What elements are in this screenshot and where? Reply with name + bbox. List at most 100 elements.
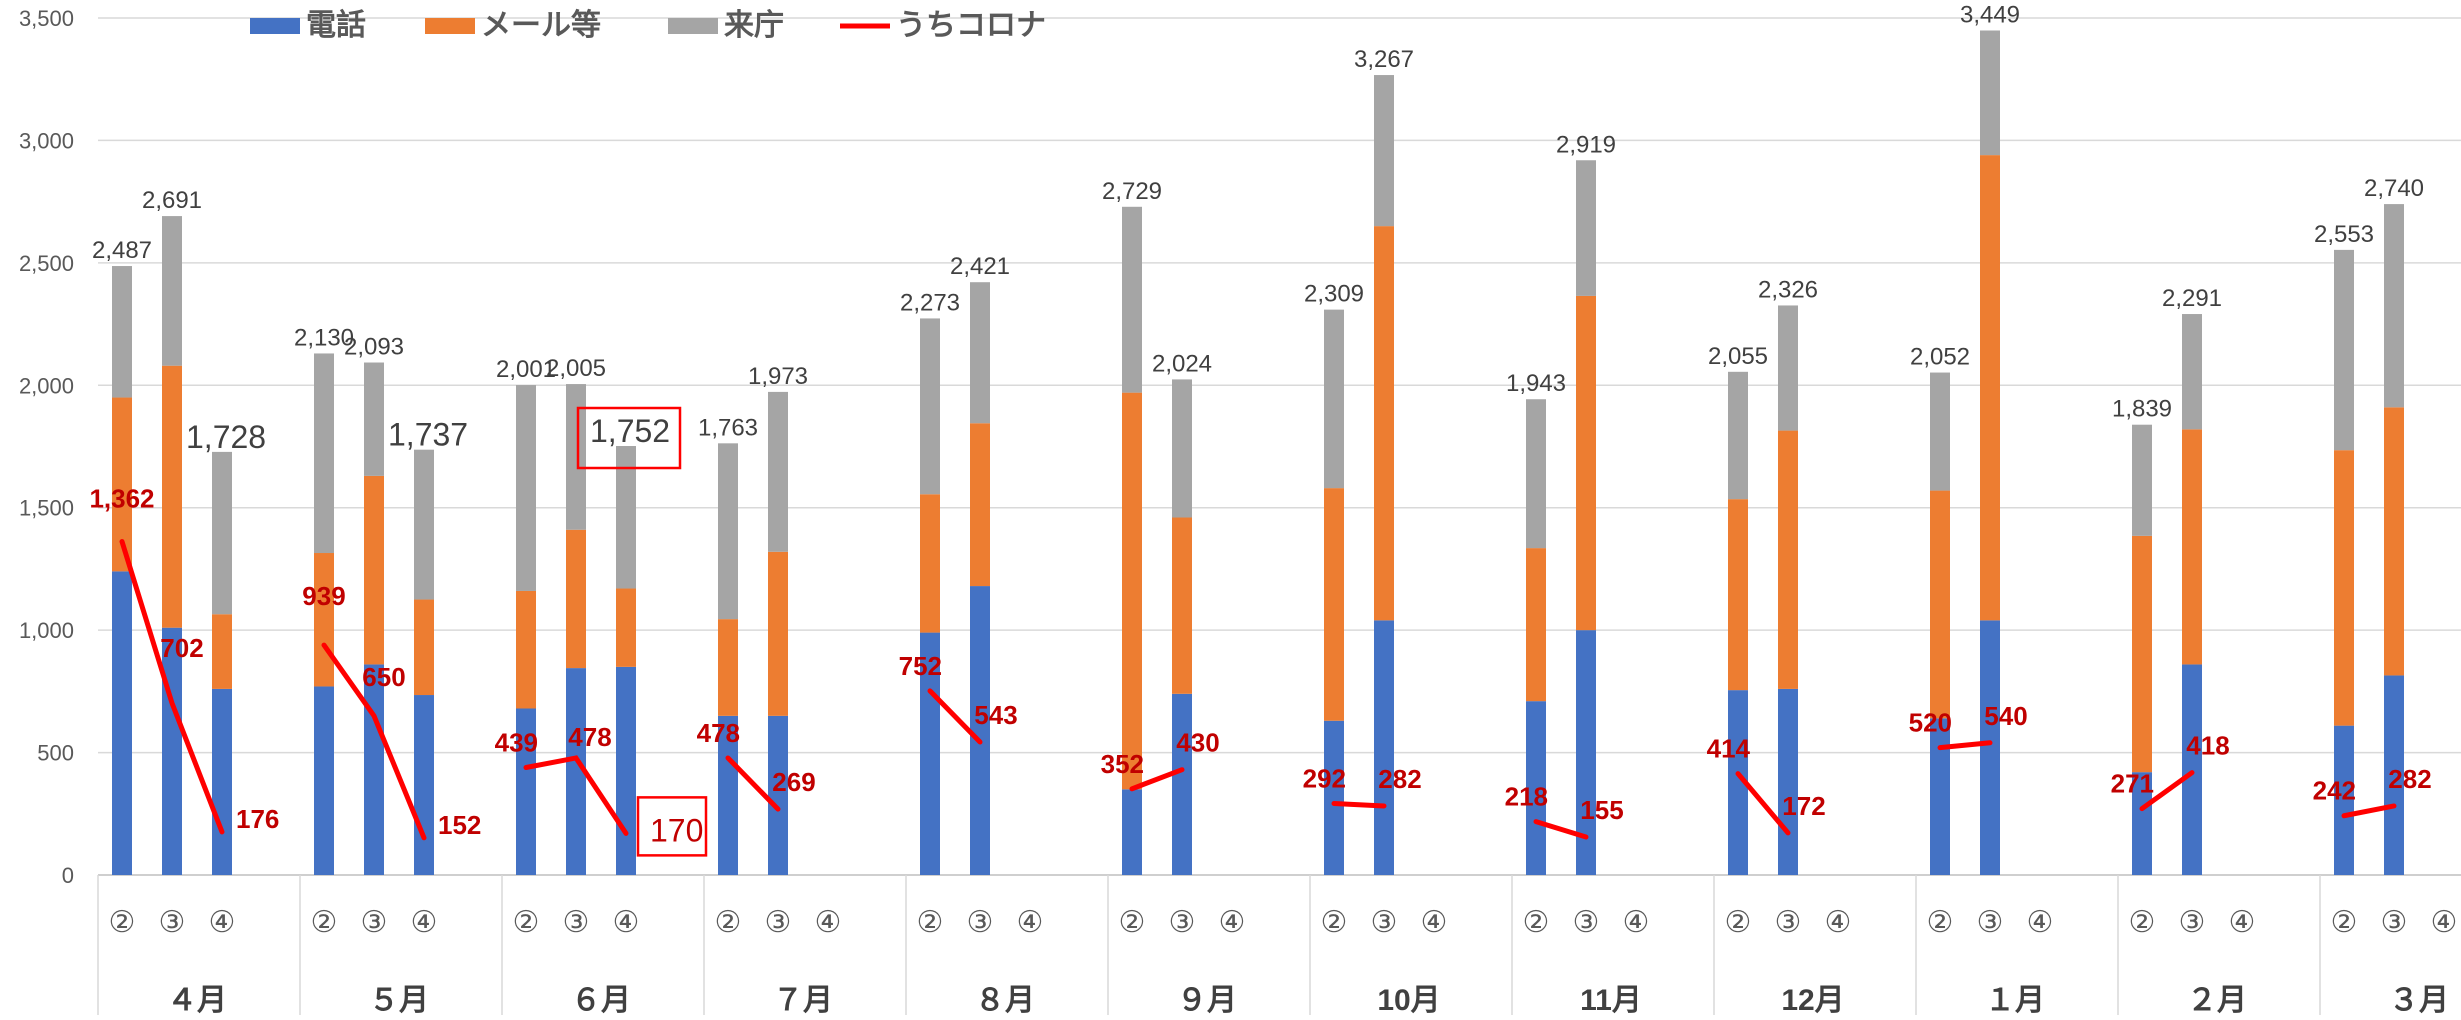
bar-total-label: 2,421: [950, 253, 1010, 280]
period-label: ②: [917, 906, 944, 939]
bar-total-label: 3,449: [1960, 1, 2020, 28]
period-label: ③: [159, 906, 186, 939]
bar-visit: [162, 216, 182, 366]
bar-total-label: 2,729: [1102, 178, 1162, 205]
corona-label: 478: [697, 718, 740, 748]
bar-phone: [1122, 789, 1142, 875]
bar-mail: [212, 614, 232, 689]
legend-label: 来庁: [724, 9, 784, 42]
corona-label: 520: [1909, 708, 1952, 738]
period-label: ④: [613, 906, 640, 939]
bar-visit: [1728, 371, 1748, 500]
bar-total-label: 1,973: [748, 363, 808, 390]
corona-line: [321, 642, 427, 841]
bar-visit: [2132, 424, 2152, 536]
bar-phone: [1576, 630, 1596, 875]
bar-total-label: 1,737: [388, 417, 468, 453]
bar-visit: [2384, 204, 2404, 408]
period-label: ②: [109, 906, 136, 939]
bar-total-label: 2,553: [2314, 221, 2374, 248]
bar-total-label: 2,326: [1758, 276, 1818, 303]
bar-visit: [970, 282, 990, 424]
legend-label: うちコロナ: [896, 9, 1046, 42]
corona-label: 271: [2111, 769, 2154, 799]
bar-phone: [1728, 690, 1748, 875]
bar-mail: [920, 494, 940, 633]
bar-visit: [1172, 379, 1192, 518]
bar-mail: [566, 529, 586, 669]
corona-label: 282: [2388, 764, 2431, 794]
month-label: ６月: [571, 984, 631, 1015]
bar-phone: [616, 666, 636, 875]
bar-phone: [1980, 620, 2000, 875]
bar-total-label: 2,740: [2364, 175, 2424, 202]
bar-phone: [1526, 701, 1546, 875]
month-label: 11月: [1580, 984, 1642, 1015]
period-label: ②: [715, 906, 742, 939]
corona-label: 352: [1101, 749, 1144, 779]
bar-total-label: 1,752: [590, 413, 670, 449]
period-label: ③: [361, 906, 388, 939]
corona-line: [1533, 819, 1589, 840]
month-label: ５月: [369, 984, 429, 1015]
corona-label: 418: [2186, 731, 2229, 761]
bar-phone: [970, 586, 990, 875]
bar-mail: [718, 619, 738, 716]
bar-total-label: 1,728: [186, 419, 266, 455]
period-label: ④: [411, 906, 438, 939]
bar-total-label: 2,093: [344, 334, 404, 361]
y-tick-label: 1,500: [19, 496, 74, 521]
period-label: ②: [311, 906, 338, 939]
bar-mail: [1526, 548, 1546, 702]
y-tick-label: 0: [62, 863, 74, 888]
legend-swatch: [668, 18, 718, 34]
highlight-box: [636, 796, 708, 857]
y-tick-label: 1,000: [19, 618, 74, 643]
corona-label: 242: [2313, 776, 2356, 806]
bar-total-label: 2,001: [496, 356, 556, 383]
period-label: ④: [815, 906, 842, 939]
period-label: ②: [1725, 906, 1752, 939]
bar-mail: [1980, 155, 2000, 621]
bar-phone: [414, 695, 434, 875]
bar-phone: [2334, 725, 2354, 875]
period-label: ③: [1573, 906, 1600, 939]
month-label: ３月: [2389, 984, 2449, 1015]
period-label: ③: [1371, 906, 1398, 939]
period-label: ④: [1421, 906, 1448, 939]
bar-mail: [162, 365, 182, 628]
corona-line: [1937, 740, 1993, 751]
bar-visit: [314, 353, 334, 554]
period-label: ②: [1119, 906, 1146, 939]
bar-phone: [1778, 688, 1798, 875]
period-label: ②: [2129, 906, 2156, 939]
bar-mail: [414, 599, 434, 696]
bar-mail: [1728, 499, 1748, 691]
period-label: ③: [563, 906, 590, 939]
bar-total-label: 2,130: [294, 324, 354, 351]
corona-label: 540: [1984, 701, 2027, 731]
period-label: ③: [967, 906, 994, 939]
corona-label: 172: [1782, 791, 1825, 821]
bar-mail: [1778, 430, 1798, 689]
corona-label: 170: [650, 812, 703, 848]
legend-label: 電話: [306, 8, 366, 42]
bar-total-label: 2,273: [900, 289, 960, 316]
corona-line: [523, 755, 629, 836]
bar-mail: [516, 590, 536, 709]
bar-total-label: 2,919: [1556, 131, 1616, 158]
month-label: 12月: [1781, 984, 1844, 1015]
bar-phone: [1930, 718, 1950, 875]
corona-label: 218: [1505, 782, 1548, 812]
y-tick-label: 500: [37, 741, 74, 766]
bar-total-label: 2,691: [142, 187, 202, 214]
month-label: 10月: [1377, 984, 1440, 1015]
bar-mail: [1172, 517, 1192, 694]
bar-phone: [1374, 620, 1394, 875]
period-label: ③: [2179, 906, 2206, 939]
period-label: ③: [765, 906, 792, 939]
highlight-box: [576, 406, 682, 470]
bar-visit: [1374, 75, 1394, 227]
period-label: ②: [2331, 906, 2358, 939]
month-label: ９月: [1177, 984, 1237, 1015]
